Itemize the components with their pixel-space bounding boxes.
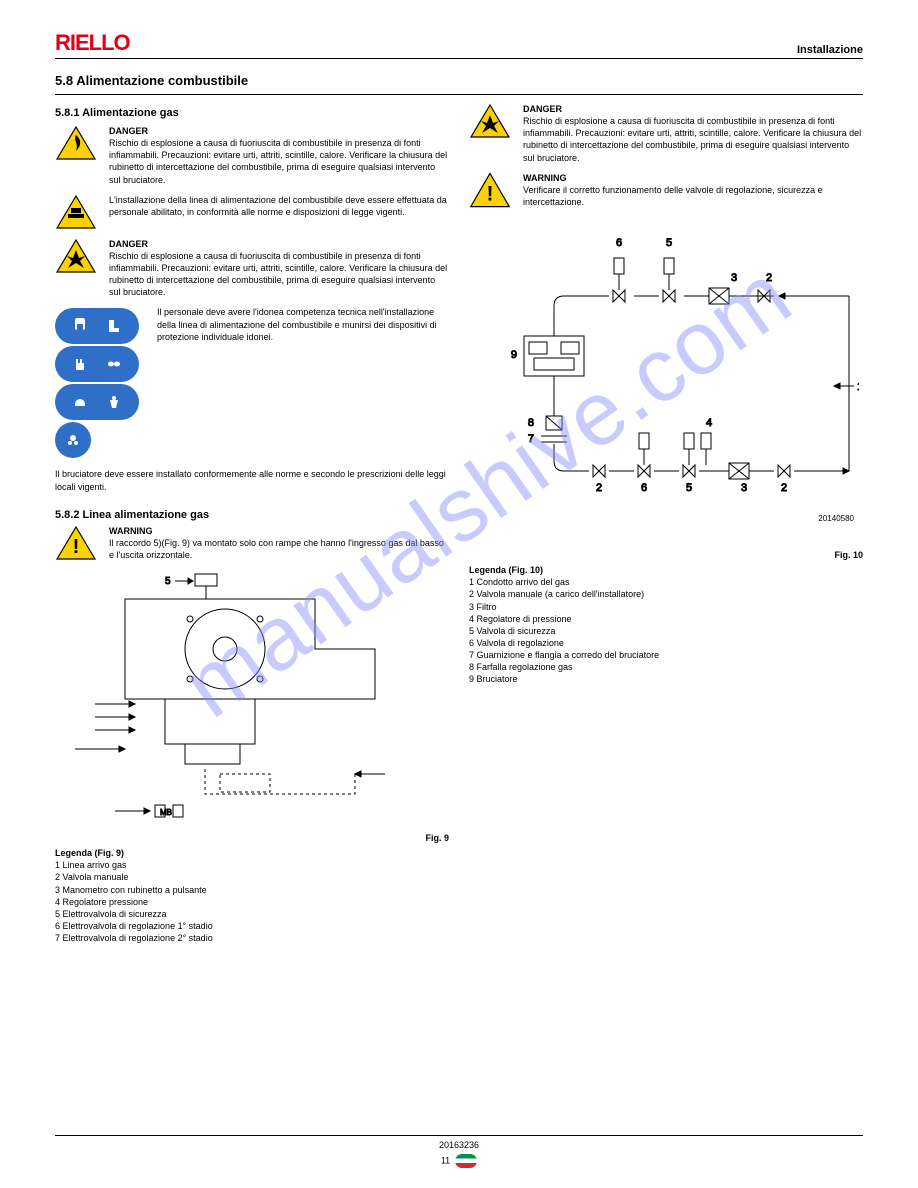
- warning-explosion-2-text: DANGER Rischio di esplosione a causa di …: [523, 103, 863, 164]
- svg-text:5: 5: [165, 576, 171, 587]
- ppe-row: Il personale deve avere l'idonea compete…: [55, 306, 449, 458]
- warning-fire-text: DANGER Rischio di esplosione a causa di …: [109, 125, 449, 186]
- legend-10-item: 1 Condotto arrivo del gas: [469, 576, 863, 588]
- warning-explosion-2-body: Rischio di esplosione a causa di fuorius…: [523, 115, 863, 164]
- brand-logo: RIELLO: [55, 30, 130, 56]
- ppe-mask-icon: [55, 422, 91, 458]
- legend-9-title: Legenda (Fig. 9): [55, 847, 449, 859]
- figure-9-container: 5: [55, 569, 449, 843]
- legend-10-title: Legenda (Fig. 10): [469, 564, 863, 576]
- diag-num: 6: [616, 237, 622, 249]
- small-warning-1-body: Il raccordo 5)(Fig. 9) va montato solo c…: [109, 537, 449, 561]
- legend-10-item: 3 Filtro: [469, 601, 863, 613]
- legend-9-item: 6 Elettrovalvola di regolazione 1° stadi…: [55, 920, 449, 932]
- figure-9-drawing: 5: [55, 569, 425, 829]
- small-warning-2: ! WARNING Verificare il corretto funzion…: [469, 172, 863, 208]
- svg-text:MB: MB: [160, 808, 172, 817]
- small-warning-2-label: WARNING: [523, 172, 863, 184]
- general-warning-icon-1: !: [55, 525, 97, 561]
- diag-num: 2: [781, 482, 787, 494]
- danger-label-1: DANGER: [109, 125, 449, 137]
- legend-9-item: 1 Linea arrivo gas: [55, 859, 449, 871]
- fig10-code: 20140580: [818, 514, 854, 523]
- diag-num: 3: [731, 272, 737, 284]
- left-column: 5.8.1 Alimentazione gas DANGER Rischio d…: [55, 103, 449, 944]
- figure-10-caption: Fig. 10: [469, 550, 863, 560]
- diag-num: 8: [528, 417, 534, 429]
- warning-row-install: L'installazione della linea di alimentaz…: [55, 194, 449, 230]
- figure-10-schematic: 2 3 5 6: [469, 226, 859, 546]
- diag-num: 6: [641, 482, 647, 494]
- legend-9-item: 5 Elettrovalvola di sicurezza: [55, 908, 449, 920]
- small-warning-1-text: WARNING Il raccordo 5)(Fig. 9) va montat…: [109, 525, 449, 561]
- legend-10-item: 8 Farfalla regolazione gas: [469, 661, 863, 673]
- page-footer: 20163236 11: [55, 1135, 863, 1168]
- small-warning-1: ! WARNING Il raccordo 5)(Fig. 9) va mont…: [55, 525, 449, 561]
- legend-9-item: 3 Manometro con rubinetto a pulsante: [55, 884, 449, 896]
- warning-fire-body: Rischio di esplosione a causa di fuorius…: [109, 137, 449, 186]
- svg-text:!: !: [73, 536, 80, 558]
- legend-9-item: 2 Valvola manuale: [55, 871, 449, 883]
- section-582-heading: 5.8.2 Linea alimentazione gas: [55, 509, 449, 521]
- explosion-warning-icon: [55, 238, 97, 274]
- warning-row-explosion: DANGER Rischio di esplosione a causa di …: [55, 238, 449, 299]
- page-header: RIELLO Installazione: [55, 30, 863, 59]
- ppe-text: Il personale deve avere l'idonea compete…: [157, 306, 449, 342]
- warning-explosion-text: DANGER Rischio di esplosione a causa di …: [109, 238, 449, 299]
- ppe-helmet-suit-icon: [55, 384, 139, 420]
- small-warning-2-body: Verificare il corretto funzionamento del…: [523, 184, 863, 208]
- crush-warning-icon: [55, 194, 97, 230]
- legend-10-item: 5 Valvola di sicurezza: [469, 625, 863, 637]
- footer-page-number: 11: [441, 1155, 450, 1165]
- diag-num: 3: [741, 482, 747, 494]
- install-note: Il bruciatore deve essere installato con…: [55, 468, 449, 492]
- warning-install-body: L'installazione della linea di alimentaz…: [109, 194, 449, 218]
- legend-10-item: 2 Valvola manuale (a carico dell'install…: [469, 588, 863, 600]
- danger-label-4: DANGER: [523, 103, 863, 115]
- small-warning-1-label: WARNING: [109, 525, 449, 537]
- figure-9-caption: Fig. 9: [55, 833, 449, 843]
- ppe-icon-group: [55, 308, 139, 458]
- right-column: DANGER Rischio di esplosione a causa di …: [469, 103, 863, 944]
- legend-10: Legenda (Fig. 10) 1 Condotto arrivo del …: [469, 564, 863, 685]
- general-warning-icon-2: !: [469, 172, 511, 208]
- figure-10-container: 2 3 5 6: [469, 226, 863, 560]
- footer-code: 20163236: [439, 1140, 479, 1150]
- explosion-warning-icon-2: [469, 103, 511, 139]
- legend-10-item: 6 Valvola di regolazione: [469, 637, 863, 649]
- diag-num: 9: [511, 349, 517, 361]
- danger-label-3: DANGER: [109, 238, 449, 250]
- small-warning-2-text: WARNING Verificare il corretto funzionam…: [523, 172, 863, 208]
- warning-explosion-body: Rischio di esplosione a causa di fuorius…: [109, 250, 449, 299]
- chapter-title: 5.8 Alimentazione combustibile: [55, 59, 863, 95]
- warning-row-explosion-2: DANGER Rischio di esplosione a causa di …: [469, 103, 863, 164]
- legend-10-item: 4 Regolatore di pressione: [469, 613, 863, 625]
- diag-num: 1: [857, 381, 859, 393]
- diag-num: 5: [686, 482, 692, 494]
- legend-10-item: 7 Guarnizione e flangia a corredo del br…: [469, 649, 863, 661]
- legend-10-item: 9 Bruciatore: [469, 673, 863, 685]
- legend-9: Legenda (Fig. 9) 1 Linea arrivo gas 2 Va…: [55, 847, 449, 944]
- ppe-gloves-goggles-icon: [55, 346, 139, 382]
- header-section-label: Installazione: [797, 44, 863, 56]
- diag-num: 4: [706, 417, 712, 429]
- legend-9-item: 7 Elettrovalvola di regolazione 2° stadi…: [55, 932, 449, 944]
- legend-9-item: 4 Regolatore pressione: [55, 896, 449, 908]
- warning-row-fire: DANGER Rischio di esplosione a causa di …: [55, 125, 449, 186]
- fire-warning-icon: [55, 125, 97, 161]
- diag-num: 2: [596, 482, 602, 494]
- diag-num: 2: [766, 272, 772, 284]
- diag-num: 5: [666, 237, 672, 249]
- ppe-ear-boots-icon: [55, 308, 139, 344]
- italy-flag-icon: [455, 1154, 477, 1168]
- section-581-heading: 5.8.1 Alimentazione gas: [55, 107, 449, 119]
- content-area: 5.8.1 Alimentazione gas DANGER Rischio d…: [55, 103, 863, 944]
- svg-text:!: !: [487, 182, 494, 205]
- diag-num: 7: [528, 433, 534, 445]
